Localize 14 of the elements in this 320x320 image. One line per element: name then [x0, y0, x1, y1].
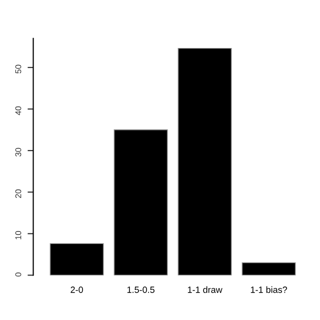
y-tick-label: 20	[15, 189, 22, 198]
y-tick-label: 30	[15, 148, 22, 156]
x-tick-label: 1.5-0.5	[127, 286, 154, 293]
bar	[50, 243, 104, 276]
bar	[178, 48, 232, 276]
x-tick-label: 1-1 draw	[188, 286, 222, 293]
y-tick-label: 40	[15, 106, 22, 116]
bar	[114, 129, 168, 276]
y-tick-label: 50	[15, 64, 22, 74]
y-tick-label: 10	[15, 230, 22, 240]
y-tick-label: 0	[15, 272, 22, 276]
x-tick-label: 1-1 bias?	[250, 286, 288, 293]
x-tick-label: 2-0	[70, 286, 83, 293]
bar	[242, 262, 296, 276]
